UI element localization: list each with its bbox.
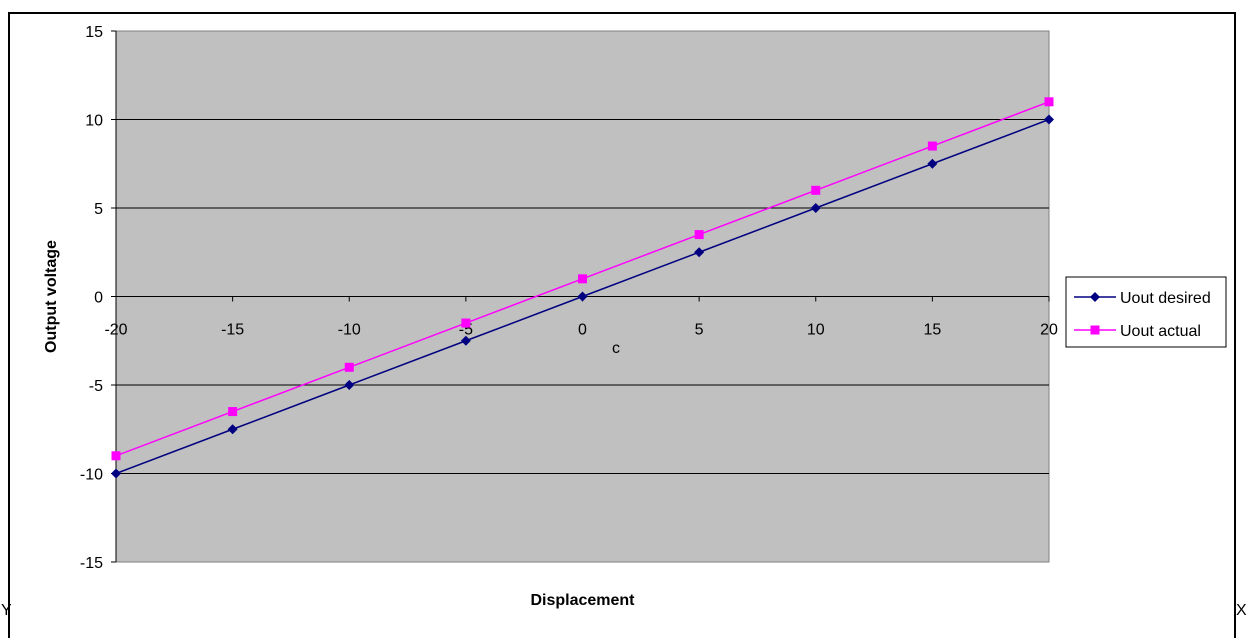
- data-point-desired: [460, 335, 471, 346]
- y-tick-label: 5: [94, 201, 103, 218]
- x-tick-label: 10: [807, 322, 825, 339]
- data-point-desired: [344, 380, 355, 390]
- x-tick-label: 5: [695, 322, 704, 339]
- x-tick-label: -15: [221, 322, 244, 339]
- y-tick-label: -10: [80, 467, 103, 484]
- data-point-actual: [694, 230, 704, 240]
- data-point-actual: [344, 362, 354, 372]
- x-tick-label: -20: [104, 322, 127, 339]
- legend-box: [1065, 276, 1227, 348]
- x-tick-label: 0: [578, 322, 587, 339]
- data-point-actual: [578, 274, 587, 284]
- data-point-desired: [927, 158, 938, 169]
- data-point-desired: [810, 203, 821, 213]
- y-tick-label: 0: [94, 290, 103, 307]
- legend-label: Uout desired: [1120, 290, 1211, 307]
- data-point-desired: [227, 424, 238, 435]
- data-point-actual: [811, 185, 821, 195]
- data-point-actual: [111, 451, 121, 461]
- legend-marker: [1090, 292, 1100, 302]
- edge-letter-right: X: [1236, 602, 1246, 619]
- data-point-actual: [228, 407, 238, 417]
- legend-label: Uout actual: [1120, 323, 1201, 340]
- data-point-desired: [694, 247, 705, 258]
- y-tick-label: -5: [89, 378, 103, 395]
- legend-marker: [1090, 325, 1100, 335]
- data-point-actual: [1044, 97, 1054, 107]
- x-tick-label: 15: [923, 322, 941, 339]
- y-tick-label: 15: [85, 24, 103, 41]
- data-point-desired: [1044, 114, 1054, 125]
- y-tick-label: 10: [85, 113, 103, 130]
- y-axis-title: Output voltage: [43, 240, 60, 353]
- data-point-desired: [111, 468, 121, 479]
- edge-letter-left: Y: [1, 602, 12, 619]
- data-point-desired: [577, 291, 588, 302]
- x-axis-title: Displacement: [530, 592, 635, 609]
- y-tick-label: -15: [80, 555, 103, 572]
- data-point-actual: [461, 318, 471, 328]
- data-point-actual: [927, 141, 937, 151]
- x-tick-label: 20: [1040, 322, 1058, 339]
- x-tick-label: -10: [338, 322, 361, 339]
- chart-annotation: c: [612, 340, 620, 357]
